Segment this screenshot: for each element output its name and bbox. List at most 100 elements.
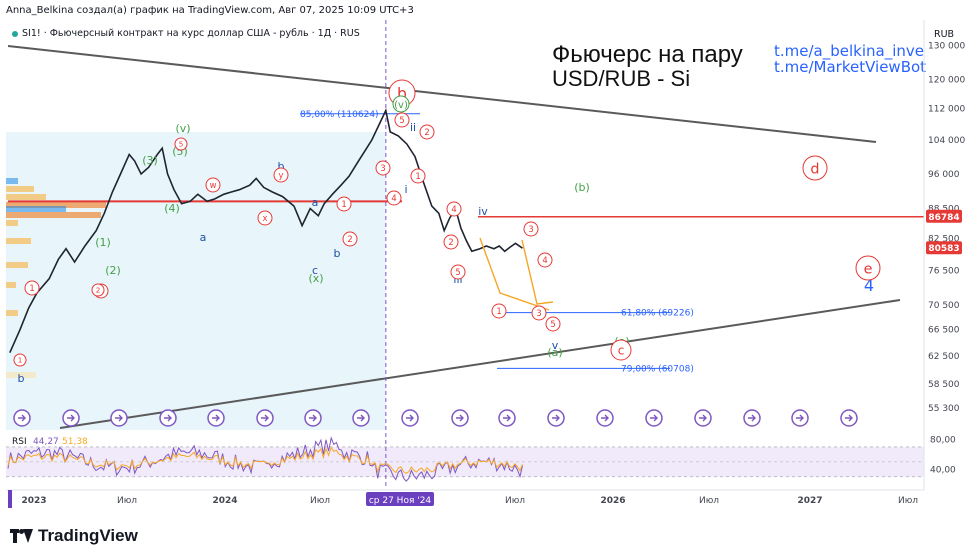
wave-marker: x — [257, 210, 273, 226]
wave-marker: 1 — [13, 353, 27, 367]
arrow-marker-glyph — [309, 414, 317, 422]
wave-marker-ring — [91, 283, 105, 297]
wave-marker-ring — [392, 95, 410, 113]
wave-label: (a) — [547, 346, 562, 359]
rsi-ma-line — [7, 446, 523, 474]
wave-marker: 3 — [531, 305, 547, 321]
wave-marker-label: e — [864, 261, 873, 277]
wave-label: a — [312, 196, 319, 209]
wave-label: (v) — [175, 122, 190, 135]
arrow-marker-glyph — [699, 414, 707, 422]
symbol-line: SI1! · Фьючерсный контракт на курс долла… — [10, 28, 360, 39]
fib-level-label: 79,00% (60708) — [621, 364, 694, 374]
arrow-marker-icon[interactable] — [596, 409, 614, 427]
wave-marker-ring — [610, 339, 632, 361]
arrow-marker-icon[interactable] — [207, 409, 225, 427]
arrow-marker-icon[interactable] — [547, 409, 565, 427]
wave-marker: 4 — [386, 190, 402, 206]
arrow-marker-icon[interactable] — [256, 409, 274, 427]
wave-label: c — [312, 264, 318, 277]
wave-marker-label: 5 — [550, 319, 555, 329]
title-line1: Фьючерс на пару — [552, 41, 743, 68]
wave-marker: 5 — [450, 264, 466, 280]
time-tick-label: Июл — [898, 496, 918, 506]
wave-marker: 1 — [491, 303, 507, 319]
arrow-marker-icon[interactable] — [645, 409, 663, 427]
price-badge — [926, 209, 962, 223]
brand-text: TradingView — [38, 526, 138, 545]
volume-profile-bar — [6, 282, 16, 288]
arrow-marker-icon[interactable] — [791, 409, 809, 427]
arrow-marker-icon[interactable] — [62, 409, 80, 427]
tv-logo-icon — [10, 529, 33, 543]
price-tick-label: 96 000 — [928, 170, 960, 180]
arrow-marker-glyph — [456, 414, 464, 422]
price-badge — [926, 241, 962, 255]
wave-label: b — [18, 372, 25, 385]
wave-marker: 2 — [443, 234, 459, 250]
wave-label: v — [552, 339, 559, 352]
arrow-marker-glyph — [748, 414, 756, 422]
wave-marker: 1 — [410, 168, 426, 184]
arrow-marker-glyph — [406, 414, 414, 422]
wave-marker: 4 — [446, 201, 462, 217]
price-tick-label: 70 500 — [928, 301, 960, 311]
arrow-marker-icon[interactable] — [498, 409, 516, 427]
wave-marker-ring — [545, 316, 561, 332]
arrow-marker-icon[interactable] — [110, 409, 128, 427]
wave-marker-label: 4 — [391, 193, 396, 203]
arrow-marker-glyph — [261, 414, 269, 422]
wave-label: b — [334, 247, 341, 260]
tradingview-logo[interactable]: TradingView — [10, 526, 138, 546]
arrow-marker-icon[interactable] — [304, 409, 322, 427]
arrow-marker-icon[interactable] — [694, 409, 712, 427]
time-tick-label: Июл — [117, 496, 137, 506]
arrow-marker-glyph — [796, 414, 804, 422]
arrow-marker-glyph — [18, 414, 26, 422]
scroll-handle[interactable] — [8, 490, 12, 508]
wave-marker-label: 1 — [415, 171, 420, 181]
wave-marker-label: 2 — [96, 286, 101, 295]
wave-marker-ring — [855, 255, 881, 281]
volume-profile-bar — [6, 212, 101, 218]
price-tick-label: 66 500 — [928, 326, 960, 336]
arrow-marker-icon[interactable] — [13, 409, 31, 427]
price-tick-label: 62 500 — [928, 352, 960, 362]
link-bot: t.me/MarketViewBot — [774, 58, 926, 76]
volume-profile-bar — [6, 238, 31, 244]
wave-label: ii — [410, 121, 416, 134]
wave-marker-ring — [523, 221, 539, 237]
wave-marker-label: y — [279, 170, 284, 180]
arrow-marker-icon[interactable] — [159, 409, 177, 427]
link-channel: t.me/a_belkina_inve — [774, 42, 924, 61]
arrow-marker-icon[interactable] — [743, 409, 761, 427]
volume-profile-bar — [6, 194, 46, 200]
wave-label: (4) — [164, 202, 180, 215]
price-tick-label: 76 500 — [928, 266, 960, 276]
arrow-marker-icon[interactable] — [451, 409, 469, 427]
arrow-marker-icon[interactable] — [352, 409, 370, 427]
wave-marker-label: 4 — [451, 204, 456, 214]
wave-marker-label: 3 — [536, 308, 541, 318]
arrow-marker-glyph — [164, 414, 172, 422]
wave-marker-label: 4 — [542, 255, 547, 265]
rsi-ma-value: 51,38 — [62, 437, 88, 447]
wave-marker-ring — [13, 353, 27, 367]
wave-marker: 2 — [91, 283, 105, 297]
wave-marker-ring — [450, 264, 466, 280]
volume-profile-bar — [6, 202, 106, 208]
wave-marker: 2 — [419, 124, 435, 140]
time-tick-label: Июл — [505, 496, 525, 506]
wave-marker: 3 — [523, 221, 539, 237]
arrow-marker-glyph — [115, 414, 123, 422]
arrow-marker-icon[interactable] — [401, 409, 419, 427]
wave-marker-ring — [419, 124, 435, 140]
status-dot-icon — [12, 30, 18, 37]
arrow-marker-icon[interactable] — [840, 409, 858, 427]
author-line: Anna_Belkina создал(а) график на Trading… — [6, 5, 414, 16]
rsi-tick-label: 40,00 — [930, 465, 956, 475]
wave-marker-ring — [443, 234, 459, 250]
volume-profile-bar — [6, 372, 36, 378]
wave-marker-label: 3 — [528, 224, 533, 234]
